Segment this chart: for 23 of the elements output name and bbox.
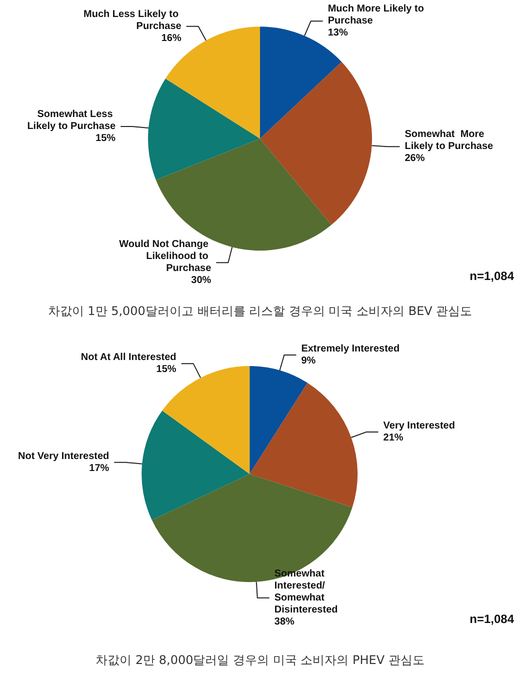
slice-label: Somewhat More Likely to Purchase <box>404 129 494 152</box>
slice-label: Much More Likely to Purchase <box>328 4 427 27</box>
data-label: 30% <box>191 275 212 286</box>
data-label: 9% <box>301 355 316 366</box>
slice-label: Somewhat Less Likely to Purchase <box>27 109 116 132</box>
data-label: 15% <box>96 133 116 144</box>
slice-label: Much Less Likely to Purchase <box>84 8 182 32</box>
slice-label: Would Not Change Likelihood to Purchase <box>119 239 212 274</box>
slice-label: Not At All Interested <box>80 352 176 364</box>
slice-label: Not Very Interested <box>18 450 110 462</box>
data-label: 17% <box>89 462 110 474</box>
text: n=1,084 <box>470 612 514 626</box>
text: 차값이 2만 8,000달러일 경우의 미국 소비자의 PHEV 관심도 <box>96 653 424 667</box>
data-label: 16% <box>161 32 182 44</box>
data-label: 38% <box>274 616 295 628</box>
data-label: 21% <box>383 432 404 444</box>
data-label: 13% <box>328 28 348 39</box>
text: 차값이 1만 5,000달러이고 배터리를 리스할 경우의 미국 소비자의 BEV 관심도 <box>48 304 472 318</box>
data-label: 15% <box>156 364 176 376</box>
data-label: 26% <box>404 153 425 164</box>
slice-label: Very Interested <box>383 420 455 432</box>
text: n=1,084 <box>470 269 514 283</box>
slice-label: Extremely Interested <box>301 343 400 354</box>
